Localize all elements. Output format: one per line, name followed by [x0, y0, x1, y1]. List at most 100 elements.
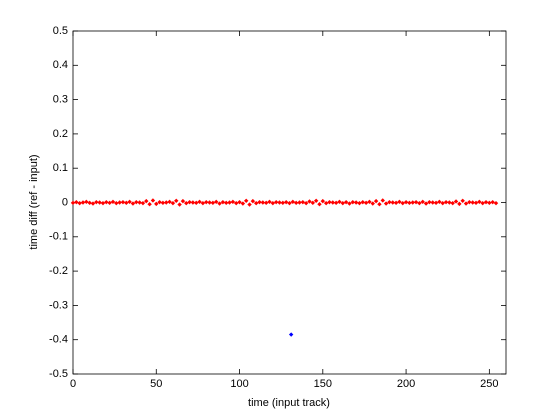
point: [430, 200, 435, 205]
point: [194, 200, 199, 206]
point: [483, 199, 489, 205]
point: [180, 198, 186, 204]
y-tick-label: -0.5: [49, 368, 68, 380]
point: [114, 200, 119, 206]
point: [467, 199, 472, 205]
point: [367, 199, 372, 205]
point: [270, 200, 276, 206]
point: [267, 199, 272, 205]
x-axis-label: time (input track): [248, 397, 330, 409]
point: [290, 199, 296, 205]
point: [147, 202, 152, 207]
point: [117, 200, 122, 205]
point: [84, 199, 89, 205]
point: [280, 200, 286, 206]
point: [450, 200, 455, 206]
point: [313, 198, 319, 203]
point: [370, 201, 375, 206]
point: [283, 199, 289, 205]
point: [460, 198, 465, 203]
point: [197, 199, 202, 205]
point: [217, 201, 222, 206]
point: [420, 199, 425, 205]
point: [323, 200, 329, 206]
point: [293, 200, 299, 206]
point: [273, 199, 279, 205]
y-tick-label: -0.4: [49, 334, 68, 346]
point: [400, 200, 405, 206]
point: [333, 200, 339, 206]
x-tick-label: 250: [480, 378, 498, 390]
point: [457, 201, 462, 207]
point: [320, 198, 326, 204]
point: [297, 200, 302, 205]
x-tick-label: 100: [230, 378, 248, 390]
y-tick-label: -0.1: [49, 231, 68, 243]
point: [480, 200, 485, 206]
point: [230, 199, 236, 205]
point: [443, 199, 449, 205]
point: [363, 200, 369, 206]
point: [397, 199, 402, 205]
y-tick-label: 0.4: [53, 59, 68, 71]
point: [150, 198, 156, 203]
point: [184, 200, 189, 206]
y-tick-label: -0.2: [49, 265, 68, 277]
point: [373, 198, 379, 204]
point: [227, 200, 232, 205]
point: [124, 200, 129, 206]
x-tick-label: 0: [70, 378, 76, 390]
point: [90, 201, 96, 206]
point: [473, 200, 479, 206]
point: [234, 200, 239, 206]
point: [160, 200, 166, 206]
point: [127, 199, 132, 205]
point: [470, 200, 475, 205]
point: [287, 200, 292, 206]
point: [220, 199, 226, 205]
point: [387, 199, 392, 205]
point: [247, 202, 252, 207]
point: [417, 200, 422, 206]
point: [177, 202, 182, 207]
point: [244, 198, 249, 203]
point: [94, 199, 99, 205]
point: [307, 199, 312, 204]
y-tick-label: 0.5: [53, 25, 68, 37]
point: [214, 199, 219, 205]
point: [207, 200, 212, 205]
point: [70, 200, 76, 206]
point: [240, 201, 246, 206]
point: [453, 199, 459, 204]
point: [204, 199, 209, 205]
point: [170, 200, 176, 206]
point: [200, 200, 206, 206]
x-tick-label: 50: [150, 378, 162, 390]
point: [260, 200, 266, 205]
point: [237, 199, 242, 205]
point: [303, 200, 309, 206]
point: [383, 201, 389, 206]
point: [263, 200, 269, 206]
point: [87, 200, 92, 206]
y-tick-label: 0.2: [53, 128, 68, 140]
point: [164, 200, 169, 205]
point: [407, 200, 412, 206]
point: [377, 202, 382, 207]
x-tick-label: 150: [314, 378, 332, 390]
point: [154, 201, 159, 207]
point: [167, 199, 172, 205]
point: [74, 199, 79, 205]
point: [187, 199, 192, 205]
point: [357, 200, 362, 206]
point: [80, 200, 86, 205]
point: [134, 199, 139, 205]
point: [463, 201, 469, 206]
point: [190, 200, 196, 205]
point: [427, 199, 432, 205]
point: [250, 198, 256, 204]
y-tick-label: -0.3: [49, 299, 68, 311]
point: [327, 199, 332, 205]
point: [423, 201, 429, 206]
